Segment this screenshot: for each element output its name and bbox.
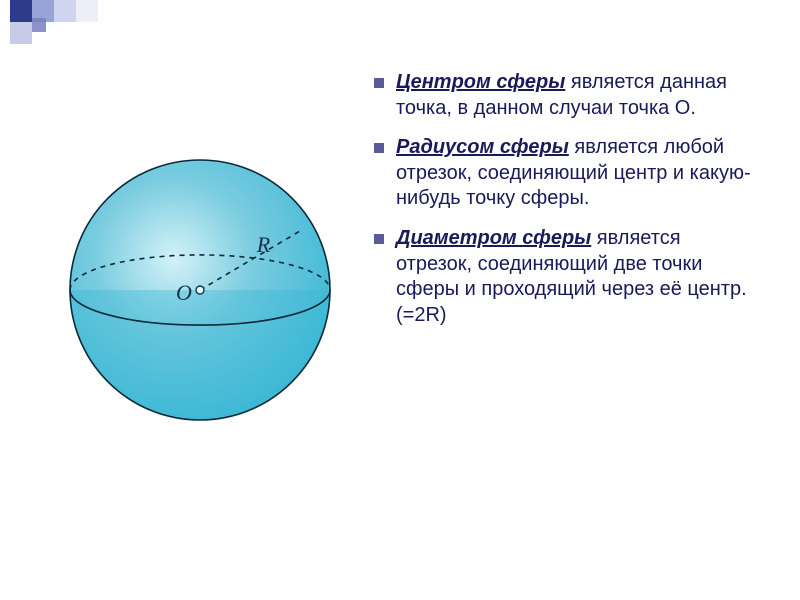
decor-square [10,22,32,44]
definition-item: Радиусом сферы является любой отрезок, с… [370,135,760,212]
content-row: OR Центром сферы является данная точка, … [0,0,800,600]
definitions-column: Центром сферы является данная точка, в д… [360,70,760,342]
center-label: O [176,280,192,305]
slide-page: OR Центром сферы является данная точка, … [0,0,800,600]
decor-square [10,0,32,22]
definition-term: Радиусом сферы [396,136,569,158]
radius-label: R [256,232,271,257]
corner-decoration [0,0,140,40]
definition-item: Центром сферы является данная точка, в д… [370,70,760,121]
sphere-svg: OR [40,130,360,470]
definition-term: Центром сферы [396,71,565,93]
definition-item: Диаметром сферы является отрезок, соедин… [370,226,760,328]
decor-square [54,0,76,22]
definition-term: Диаметром сферы [396,227,591,249]
sphere-figure: OR [40,130,360,470]
decor-square [32,18,46,32]
decor-square [76,0,98,22]
definitions-list: Центром сферы является данная точка, в д… [370,70,760,328]
